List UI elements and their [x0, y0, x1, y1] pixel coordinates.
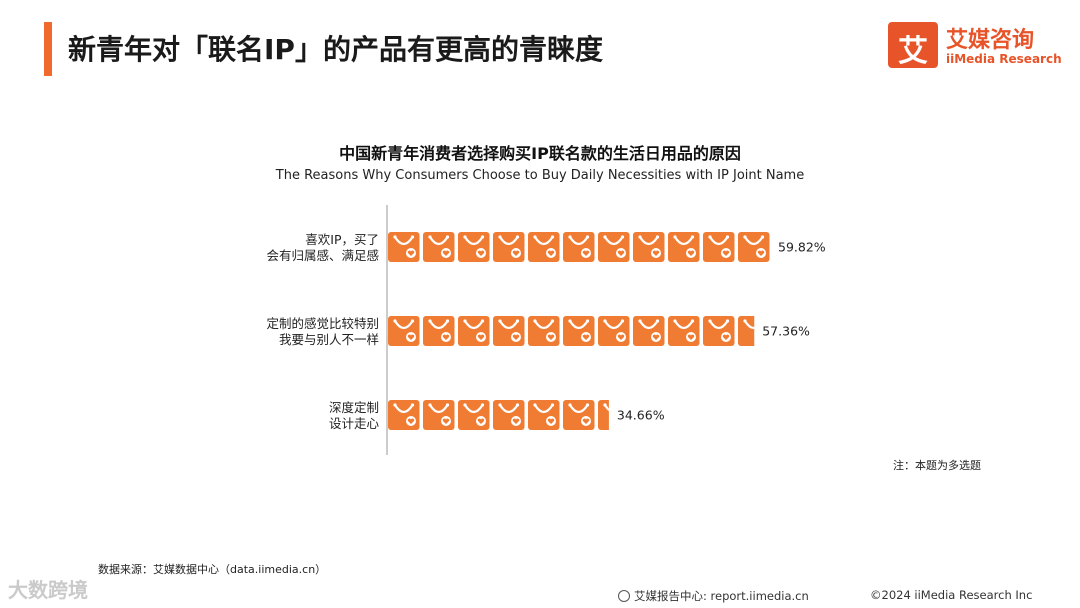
category-label: 深度定制 [329, 400, 379, 415]
category-label: 喜欢IP，买了 [305, 232, 379, 247]
page-title: 新青年对「联名IP」的产品有更高的青睐度 [68, 33, 603, 66]
shopping-bag-icon [703, 316, 735, 346]
chart-subtitle: The Reasons Why Consumers Choose to Buy … [275, 168, 805, 183]
shopping-bag-icon [598, 316, 630, 346]
shopping-bag-icon [528, 400, 560, 430]
brand-logo: 艾 艾媒咨询 iiMedia Research [888, 22, 1068, 72]
category-label: 设计走心 [329, 416, 380, 431]
shopping-bag-icon [458, 232, 490, 262]
shopping-bag-icon [528, 316, 560, 346]
value-label: 57.36% [762, 324, 810, 339]
shopping-bag-icon [423, 232, 455, 262]
shopping-bag-icon [388, 400, 420, 430]
shopping-bag-icon [388, 232, 420, 262]
shopping-bag-icon [668, 232, 700, 262]
shopping-bag-icon [598, 400, 609, 430]
logo-mark-icon: 艾 [888, 22, 938, 69]
value-label: 59.82% [778, 240, 826, 255]
shopping-bag-icon [528, 232, 560, 262]
shopping-bag-icon [493, 316, 525, 346]
shopping-bag-icon [668, 316, 700, 346]
shopping-bag-icon [633, 232, 665, 262]
shopping-bag-icon [493, 232, 525, 262]
data-source: 数据来源：艾媒数据中心（data.iimedia.cn） [98, 563, 327, 576]
shopping-bag-icon [388, 316, 420, 346]
watermark: 大数跨境 [8, 578, 88, 602]
shopping-bag-icon [738, 316, 755, 346]
shopping-bag-icon [458, 316, 490, 346]
logo-text-cn: 艾媒咨询 [946, 28, 1035, 53]
bar [388, 232, 770, 262]
value-label: 34.66% [617, 408, 665, 423]
bar [388, 316, 755, 346]
shopping-bag-icon [423, 316, 455, 346]
footer-copyright: ©2024 iiMedia Research Inc [870, 588, 1033, 602]
category-label: 会有归属感、满足感 [266, 248, 379, 263]
footer-site: 艾媒报告中心: report.iimedia.cn [618, 588, 809, 604]
shopping-bag-icon [633, 316, 665, 346]
shopping-bag-icon [423, 400, 455, 430]
bar [388, 400, 609, 430]
shopping-bag-icon [598, 232, 630, 262]
globe-icon [618, 590, 630, 602]
shopping-bag-icon [458, 400, 490, 430]
chart-title: 中国新青年消费者选择购买IP联名款的生活日用品的原因 [339, 144, 741, 163]
shopping-bag-icon [563, 316, 595, 346]
shopping-bag-icon [563, 400, 595, 430]
shopping-bag-icon [703, 232, 735, 262]
category-label: 定制的感觉比较特别 [266, 316, 379, 331]
shopping-bag-icon [493, 400, 525, 430]
category-label: 我要与别人不一样 [279, 332, 379, 347]
title-accent-bar [44, 22, 52, 76]
shopping-bag-icon [563, 232, 595, 262]
logo-text-en: iiMedia Research [946, 52, 1062, 66]
chart-note: 注：本题为多选题 [893, 459, 981, 472]
shopping-bag-icon [738, 232, 770, 262]
